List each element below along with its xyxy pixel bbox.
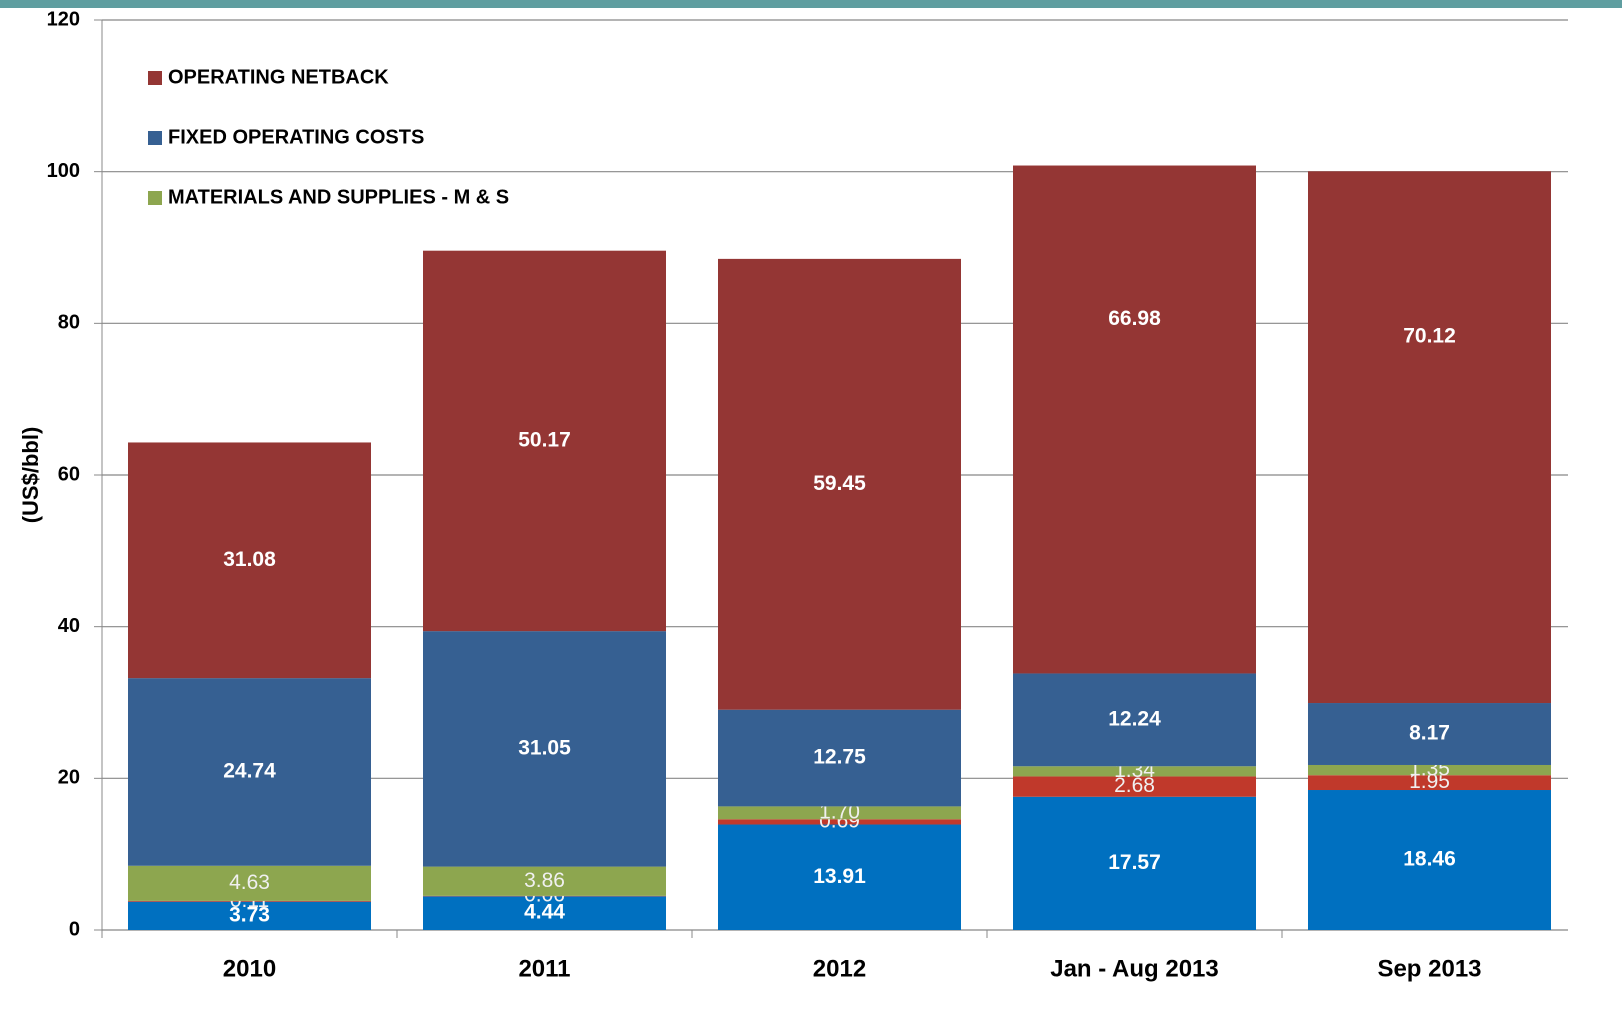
legend-swatch	[148, 131, 162, 145]
bar-segment	[1308, 703, 1551, 765]
bar-segment	[128, 442, 371, 679]
data-label: 3.73	[229, 903, 270, 926]
data-label: 66.98	[1108, 307, 1161, 330]
bar-segment	[1013, 673, 1256, 767]
x-tick-label: 2011	[518, 955, 570, 982]
y-tick-label: 120	[47, 8, 80, 30]
data-label: 31.08	[223, 548, 276, 571]
bar-segment	[718, 709, 961, 807]
bar-segment	[128, 901, 371, 930]
bar-segment	[128, 900, 371, 902]
legend-label: MATERIALS AND SUPPLIES - M & S	[168, 186, 509, 208]
data-label: 59.45	[813, 472, 866, 495]
data-label: 18.46	[1403, 848, 1456, 871]
x-tick-label: 2012	[813, 955, 866, 982]
data-label: 8.17	[1409, 722, 1450, 745]
bar-segment	[1308, 171, 1551, 704]
y-tick-label: 0	[69, 918, 80, 940]
data-label: 4.44	[524, 901, 565, 924]
data-label: 4.63	[229, 871, 270, 894]
y-tick-label: 80	[58, 312, 80, 334]
data-label: 17.57	[1108, 851, 1161, 874]
y-axis-label: (US$/bbl)	[18, 427, 43, 524]
y-tick-label: 20	[58, 767, 80, 789]
x-tick-label: Sep 2013	[1377, 955, 1481, 982]
bar-segment	[423, 631, 666, 867]
bar-segment	[1013, 776, 1256, 797]
bar-segment	[1308, 775, 1551, 791]
x-tick-label: Jan - Aug 2013	[1050, 955, 1219, 982]
legend-label: FIXED OPERATING COSTS	[168, 126, 424, 148]
y-tick-label: 100	[47, 160, 80, 182]
data-label: 70.12	[1403, 325, 1456, 348]
bar-segment	[1013, 766, 1256, 777]
data-label: 3.86	[524, 869, 565, 892]
bar-segment	[128, 865, 371, 901]
data-label: 31.05	[518, 736, 571, 759]
bar-segment	[1308, 764, 1551, 776]
data-label: 50.17	[518, 428, 571, 451]
legend-label: OPERATING NETBACK	[168, 66, 389, 88]
data-label: 12.75	[813, 746, 866, 769]
data-label: 13.91	[813, 865, 866, 888]
bar-segment	[423, 896, 666, 930]
data-label: 12.24	[1108, 707, 1161, 730]
bar-segment	[718, 819, 961, 825]
bar-segment	[718, 258, 961, 710]
bar-segment	[1308, 790, 1551, 930]
legend-swatch	[148, 71, 162, 85]
top-band	[0, 0, 1622, 8]
y-tick-label: 40	[58, 615, 80, 637]
data-label: 24.74	[223, 760, 276, 783]
x-tick-label: 2010	[223, 955, 276, 982]
legend-swatch	[148, 191, 162, 205]
bar-segment	[423, 866, 666, 896]
bar-segment	[423, 250, 666, 632]
y-tick-label: 60	[58, 463, 80, 485]
bar-segment	[1013, 796, 1256, 930]
bar-segment	[128, 678, 371, 866]
bar-segment	[1013, 165, 1256, 674]
bar-segment	[718, 824, 961, 930]
bar-segment	[718, 806, 961, 820]
data-label: 1.95	[1409, 770, 1450, 793]
data-label: 2.68	[1114, 774, 1155, 797]
